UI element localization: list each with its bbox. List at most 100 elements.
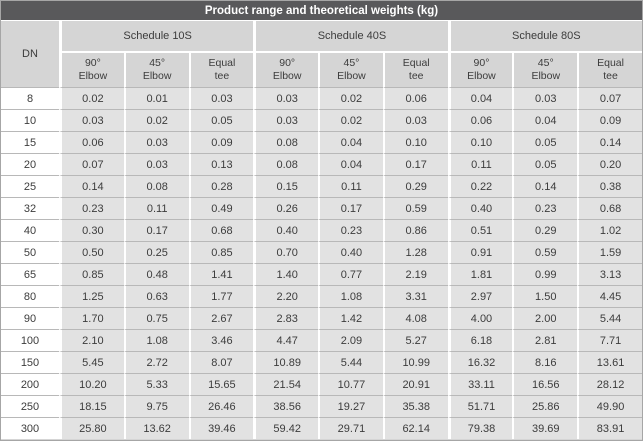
weight-cell: 0.20 <box>577 153 642 175</box>
column-header-45-elbow: 45° Elbow <box>318 51 383 87</box>
weight-cell: 0.04 <box>318 153 383 175</box>
dn-cell: 32 <box>1 197 59 219</box>
weight-cell: 5.33 <box>123 373 189 395</box>
weight-cell: 0.02 <box>59 87 124 109</box>
column-header-equal-tee: Equal tee <box>577 51 642 87</box>
weight-cell: 8.07 <box>188 351 254 373</box>
weight-cell: 25.86 <box>512 395 578 417</box>
weight-cell: 0.85 <box>59 263 124 285</box>
weight-cell: 0.40 <box>253 219 319 241</box>
weight-cell: 13.61 <box>577 351 642 373</box>
weight-cell: 0.23 <box>318 219 383 241</box>
weight-cell: 4.00 <box>447 307 513 329</box>
weight-cell: 0.07 <box>59 153 124 175</box>
weight-cell: 2.00 <box>512 307 578 329</box>
weight-cell: 0.38 <box>577 175 642 197</box>
weight-cell: 1.08 <box>318 285 383 307</box>
weight-cell: 0.11 <box>447 153 513 175</box>
table-row: 10 0.03 0.02 0.05 0.03 0.02 0.03 0.06 0.04 0.09 <box>1 109 642 131</box>
table-title: Product range and theoretical weights (k… <box>1 1 642 21</box>
weight-cell: 0.29 <box>512 219 578 241</box>
weight-cell: 0.06 <box>382 87 448 109</box>
weight-cell: 0.14 <box>512 175 578 197</box>
dn-cell: 300 <box>1 417 59 439</box>
weight-cell: 10.99 <box>382 351 448 373</box>
weight-cell: 0.68 <box>188 219 254 241</box>
weight-cell: 0.03 <box>382 109 448 131</box>
table-row: 250 18.15 9.75 26.46 38.56 19.27 35.38 51.71 25.… <box>1 395 642 417</box>
weight-cell: 0.05 <box>512 131 578 153</box>
weight-cell: 0.48 <box>123 263 189 285</box>
weight-cell: 5.44 <box>318 351 383 373</box>
weight-cell: 0.17 <box>123 219 189 241</box>
weight-cell: 1.81 <box>447 263 513 285</box>
weight-cell: 0.04 <box>512 109 578 131</box>
weight-cell: 59.42 <box>253 417 319 439</box>
weight-cell: 0.70 <box>253 241 319 263</box>
weight-cell: 28.12 <box>577 373 642 395</box>
weight-cell: 0.11 <box>123 197 189 219</box>
weight-cell: 0.28 <box>188 175 254 197</box>
weight-cell: 79.38 <box>447 417 513 439</box>
weight-cell: 49.90 <box>577 395 642 417</box>
dn-cell: 65 <box>1 263 59 285</box>
weight-cell: 2.81 <box>512 329 578 351</box>
weight-cell: 21.54 <box>253 373 319 395</box>
weight-cell: 83.91 <box>577 417 642 439</box>
weight-cell: 0.08 <box>253 153 319 175</box>
weight-cell: 3.31 <box>382 285 448 307</box>
weight-cell: 18.15 <box>59 395 124 417</box>
weight-cell: 16.56 <box>512 373 578 395</box>
weight-cell: 1.59 <box>577 241 642 263</box>
dn-cell: 200 <box>1 373 59 395</box>
group-header-schedule-40s: Schedule 40S <box>253 21 448 51</box>
weight-cell: 0.40 <box>447 197 513 219</box>
weight-cell: 0.03 <box>123 153 189 175</box>
column-header-45-elbow: 45° Elbow <box>123 51 189 87</box>
weight-cell: 2.97 <box>447 285 513 307</box>
weight-cell: 0.68 <box>577 197 642 219</box>
table-row: 150 5.45 2.72 8.07 10.89 5.44 10.99 16.32 8.16 13… <box>1 351 642 373</box>
dn-cell: 90 <box>1 307 59 329</box>
weight-cell: 0.63 <box>123 285 189 307</box>
weight-cell: 0.01 <box>123 87 189 109</box>
weight-cell: 0.25 <box>123 241 189 263</box>
weight-cell: 0.07 <box>577 87 642 109</box>
weight-cell: 10.20 <box>59 373 124 395</box>
dn-cell: 15 <box>1 131 59 153</box>
sub-header-row: 90° Elbow 45° Elbow Equal tee 90° Elbow 45° … <box>1 51 642 87</box>
dn-cell: 150 <box>1 351 59 373</box>
weight-cell: 2.83 <box>253 307 319 329</box>
table-row: 32 0.23 0.11 0.49 0.26 0.17 0.59 0.40 0.23 0.68 <box>1 197 642 219</box>
weight-cell: 13.62 <box>123 417 189 439</box>
weight-cell: 0.06 <box>59 131 124 153</box>
weights-data-table: DN Schedule 10S Schedule 40S Schedule 80… <box>1 21 642 439</box>
weight-cell: 0.91 <box>447 241 513 263</box>
weight-cell: 2.19 <box>382 263 448 285</box>
weight-cell: 4.47 <box>253 329 319 351</box>
weight-cell: 0.02 <box>123 109 189 131</box>
dn-cell: 8 <box>1 87 59 109</box>
weight-cell: 1.28 <box>382 241 448 263</box>
weight-cell: 0.09 <box>188 131 254 153</box>
weight-cell: 0.10 <box>382 131 448 153</box>
weight-cell: 8.16 <box>512 351 578 373</box>
dn-cell: 20 <box>1 153 59 175</box>
weight-cell: 20.91 <box>382 373 448 395</box>
weight-cell: 19.27 <box>318 395 383 417</box>
weight-cell: 33.11 <box>447 373 513 395</box>
weight-cell: 0.51 <box>447 219 513 241</box>
dn-cell: 80 <box>1 285 59 307</box>
dn-cell: 25 <box>1 175 59 197</box>
dn-cell: 50 <box>1 241 59 263</box>
dn-cell: 40 <box>1 219 59 241</box>
weight-cell: 0.08 <box>253 131 319 153</box>
group-header-schedule-10s: Schedule 10S <box>59 21 254 51</box>
weight-cell: 0.50 <box>59 241 124 263</box>
dn-cell: 10 <box>1 109 59 131</box>
weight-cell: 0.10 <box>447 131 513 153</box>
weight-cell: 1.25 <box>59 285 124 307</box>
weight-cell: 1.41 <box>188 263 254 285</box>
weight-cell: 0.59 <box>382 197 448 219</box>
